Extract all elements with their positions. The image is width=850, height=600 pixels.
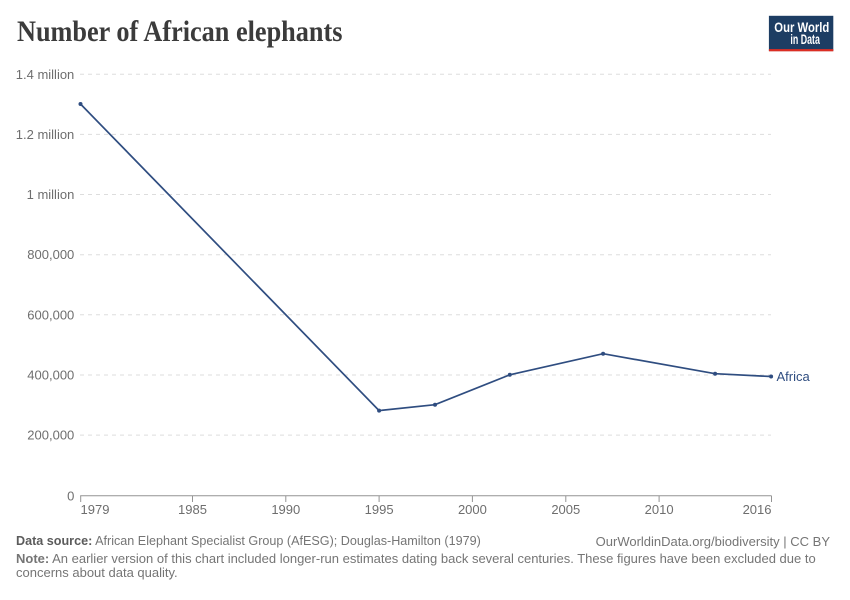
svg-text:800,000: 800,000 [27,247,74,262]
svg-text:in Data: in Data [790,31,820,47]
svg-text:400,000: 400,000 [27,368,74,383]
svg-text:1.4 million: 1.4 million [16,67,75,82]
svg-text:Africa: Africa [777,369,811,384]
svg-text:2016: 2016 [743,502,772,517]
svg-text:1979: 1979 [81,502,110,517]
svg-text:Our World: Our World [774,19,829,35]
svg-text:1 million: 1 million [27,187,75,202]
svg-text:1985: 1985 [178,502,207,517]
svg-text:600,000: 600,000 [27,307,74,322]
svg-text:1.2 million: 1.2 million [16,127,75,142]
svg-text:2005: 2005 [551,502,580,517]
svg-text:200,000: 200,000 [27,428,74,443]
svg-text:0: 0 [67,488,74,503]
svg-text:2000: 2000 [458,502,487,517]
svg-text:1995: 1995 [365,502,394,517]
svg-text:1990: 1990 [271,502,300,517]
svg-text:2010: 2010 [645,502,674,517]
